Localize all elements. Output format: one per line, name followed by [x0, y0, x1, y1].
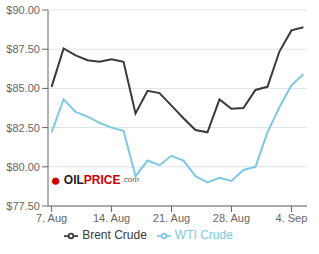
html-text:WTI Crude: WTI Crude: [174, 228, 233, 242]
svg-text:14. Aug: 14. Aug: [93, 212, 130, 224]
svg-text:$80.00: $80.00: [8, 161, 40, 173]
svg-text:28. Aug: 28. Aug: [213, 212, 250, 224]
svg-text:$77.50: $77.50: [8, 200, 40, 212]
svg-text:$90.00: $90.00: [8, 4, 40, 16]
svg-text:$85.00: $85.00: [8, 82, 40, 94]
svg-text:7. Aug: 7. Aug: [36, 212, 67, 224]
html-text:●OIL PRICE.com: ●OIL PRICE.com: [50, 170, 139, 189]
svg-text:$87.50: $87.50: [8, 43, 40, 55]
svg-text:21. Aug: 21. Aug: [153, 212, 190, 224]
svg-text:$82.50: $82.50: [8, 122, 40, 134]
html-text:Brent Crude: Brent Crude: [82, 228, 147, 242]
svg-text:4. Sep: 4. Sep: [276, 212, 308, 224]
